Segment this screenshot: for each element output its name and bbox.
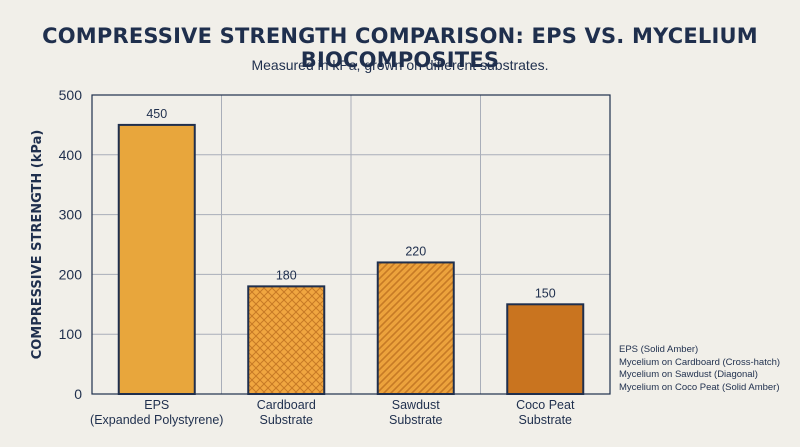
x-tick-label: Substrate xyxy=(259,413,313,427)
x-tick-label: Cardboard xyxy=(257,398,316,412)
y-tick-label: 0 xyxy=(74,386,82,402)
x-tick-label: Substrate xyxy=(389,413,443,427)
bars xyxy=(117,123,585,396)
data-label: 150 xyxy=(535,286,556,300)
x-tick-label: Substrate xyxy=(518,413,572,427)
plot-frame xyxy=(91,94,611,395)
y-tick-label: 400 xyxy=(59,147,83,163)
legend: EPS (Solid Amber) Mycelium on Cardboard … xyxy=(619,344,780,394)
y-tick-label: 100 xyxy=(59,326,83,342)
legend-entry-coco: Mycelium on Coco Peat (Solid Amber) xyxy=(619,381,780,393)
x-tick-label: Coco Peat xyxy=(516,398,575,412)
x-tick-label: (Expanded Polystyrene) xyxy=(90,413,223,427)
y-tick-label: 200 xyxy=(59,266,83,282)
legend-entry-eps: EPS (Solid Amber) xyxy=(619,344,699,355)
data-label: 220 xyxy=(405,244,426,258)
chart-subtitle: Measured in kPa, grown on different subs… xyxy=(251,57,549,73)
y-tick-label: 300 xyxy=(59,207,83,223)
bar-coco-peat xyxy=(506,303,585,395)
bar-sawdust xyxy=(376,261,455,395)
legend-entry-cardboard: Mycelium on Cardboard (Cross-hatch) xyxy=(619,356,781,368)
data-label: 180 xyxy=(276,268,297,282)
data-label: 450 xyxy=(146,107,167,121)
bar-eps xyxy=(117,123,196,396)
y-axis-label: COMPRESSIVE STRENGTH (kPa) xyxy=(30,130,45,360)
chart-title: COMPRESSIVE STRENGTH COMPARISON: EPS VS.… xyxy=(42,24,758,72)
labels: 0 100 200 300 400 500 450 EPS(Expanded Polystyr… xyxy=(59,87,575,427)
x-tick-label: Sawdust xyxy=(392,398,440,412)
legend-entry-sawdust: Mycelium on Sawdust (Diagonal) xyxy=(619,369,758,380)
bar-cardboard xyxy=(247,285,326,395)
x-tick-label: EPS xyxy=(144,398,169,412)
y-tick-label: 500 xyxy=(59,87,83,103)
